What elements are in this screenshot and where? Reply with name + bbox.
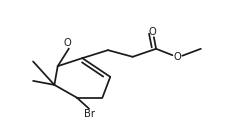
Text: Br: Br	[83, 109, 94, 119]
Text: O: O	[173, 52, 181, 62]
Text: O: O	[64, 38, 72, 48]
Text: O: O	[149, 27, 157, 37]
